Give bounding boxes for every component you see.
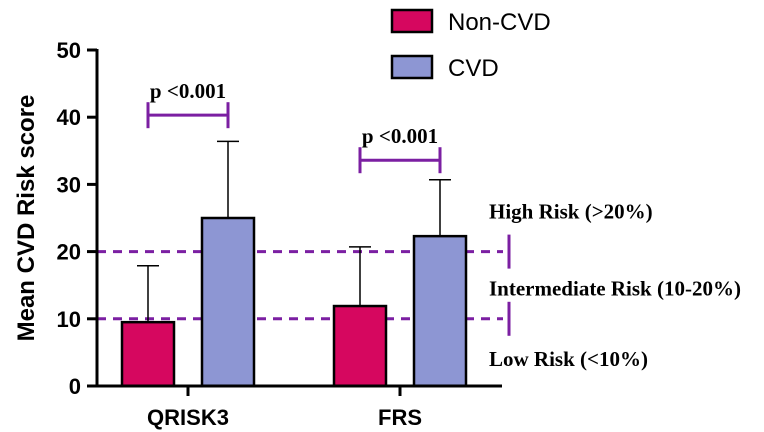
- significance-label: p <0.001: [362, 124, 438, 148]
- x-tick-label: FRS: [378, 405, 422, 430]
- risk-band-label: Intermediate Risk (10-20%): [489, 277, 741, 301]
- significance-brackets: p <0.001 p <0.001: [146, 79, 442, 174]
- y-tick-label: 20: [57, 240, 81, 265]
- legend-label: CVD: [448, 55, 499, 82]
- legend: Non-CVD CVD: [390, 8, 551, 82]
- risk-band-labels: High Risk (>20%) Intermediate Risk (10-20…: [489, 199, 741, 371]
- bars: [120, 216, 468, 388]
- error-bars: [137, 140, 451, 323]
- bar: [332, 304, 388, 388]
- bar: [200, 216, 256, 388]
- legend-label: Non-CVD: [448, 9, 551, 36]
- y-tick-label: 30: [57, 172, 81, 197]
- y-tick-label: 40: [57, 105, 81, 130]
- risk-band-label: Low Risk (<10%): [489, 347, 648, 371]
- bar: [412, 234, 468, 388]
- x-tick-label: QRISK3: [147, 405, 229, 430]
- axes: 0 10 20 30 40 50 QRISK3 FRS: [57, 38, 502, 430]
- y-tick-label: 0: [69, 374, 81, 399]
- y-tick-label: 50: [57, 38, 81, 63]
- legend-swatch: [390, 8, 434, 34]
- y-axis-title: Mean CVD Risk score: [13, 95, 40, 342]
- y-tick-label: 10: [57, 307, 81, 332]
- legend-swatch: [390, 54, 434, 80]
- bar: [120, 320, 176, 388]
- risk-band-label: High Risk (>20%): [489, 199, 653, 223]
- significance-label: p <0.001: [150, 79, 226, 103]
